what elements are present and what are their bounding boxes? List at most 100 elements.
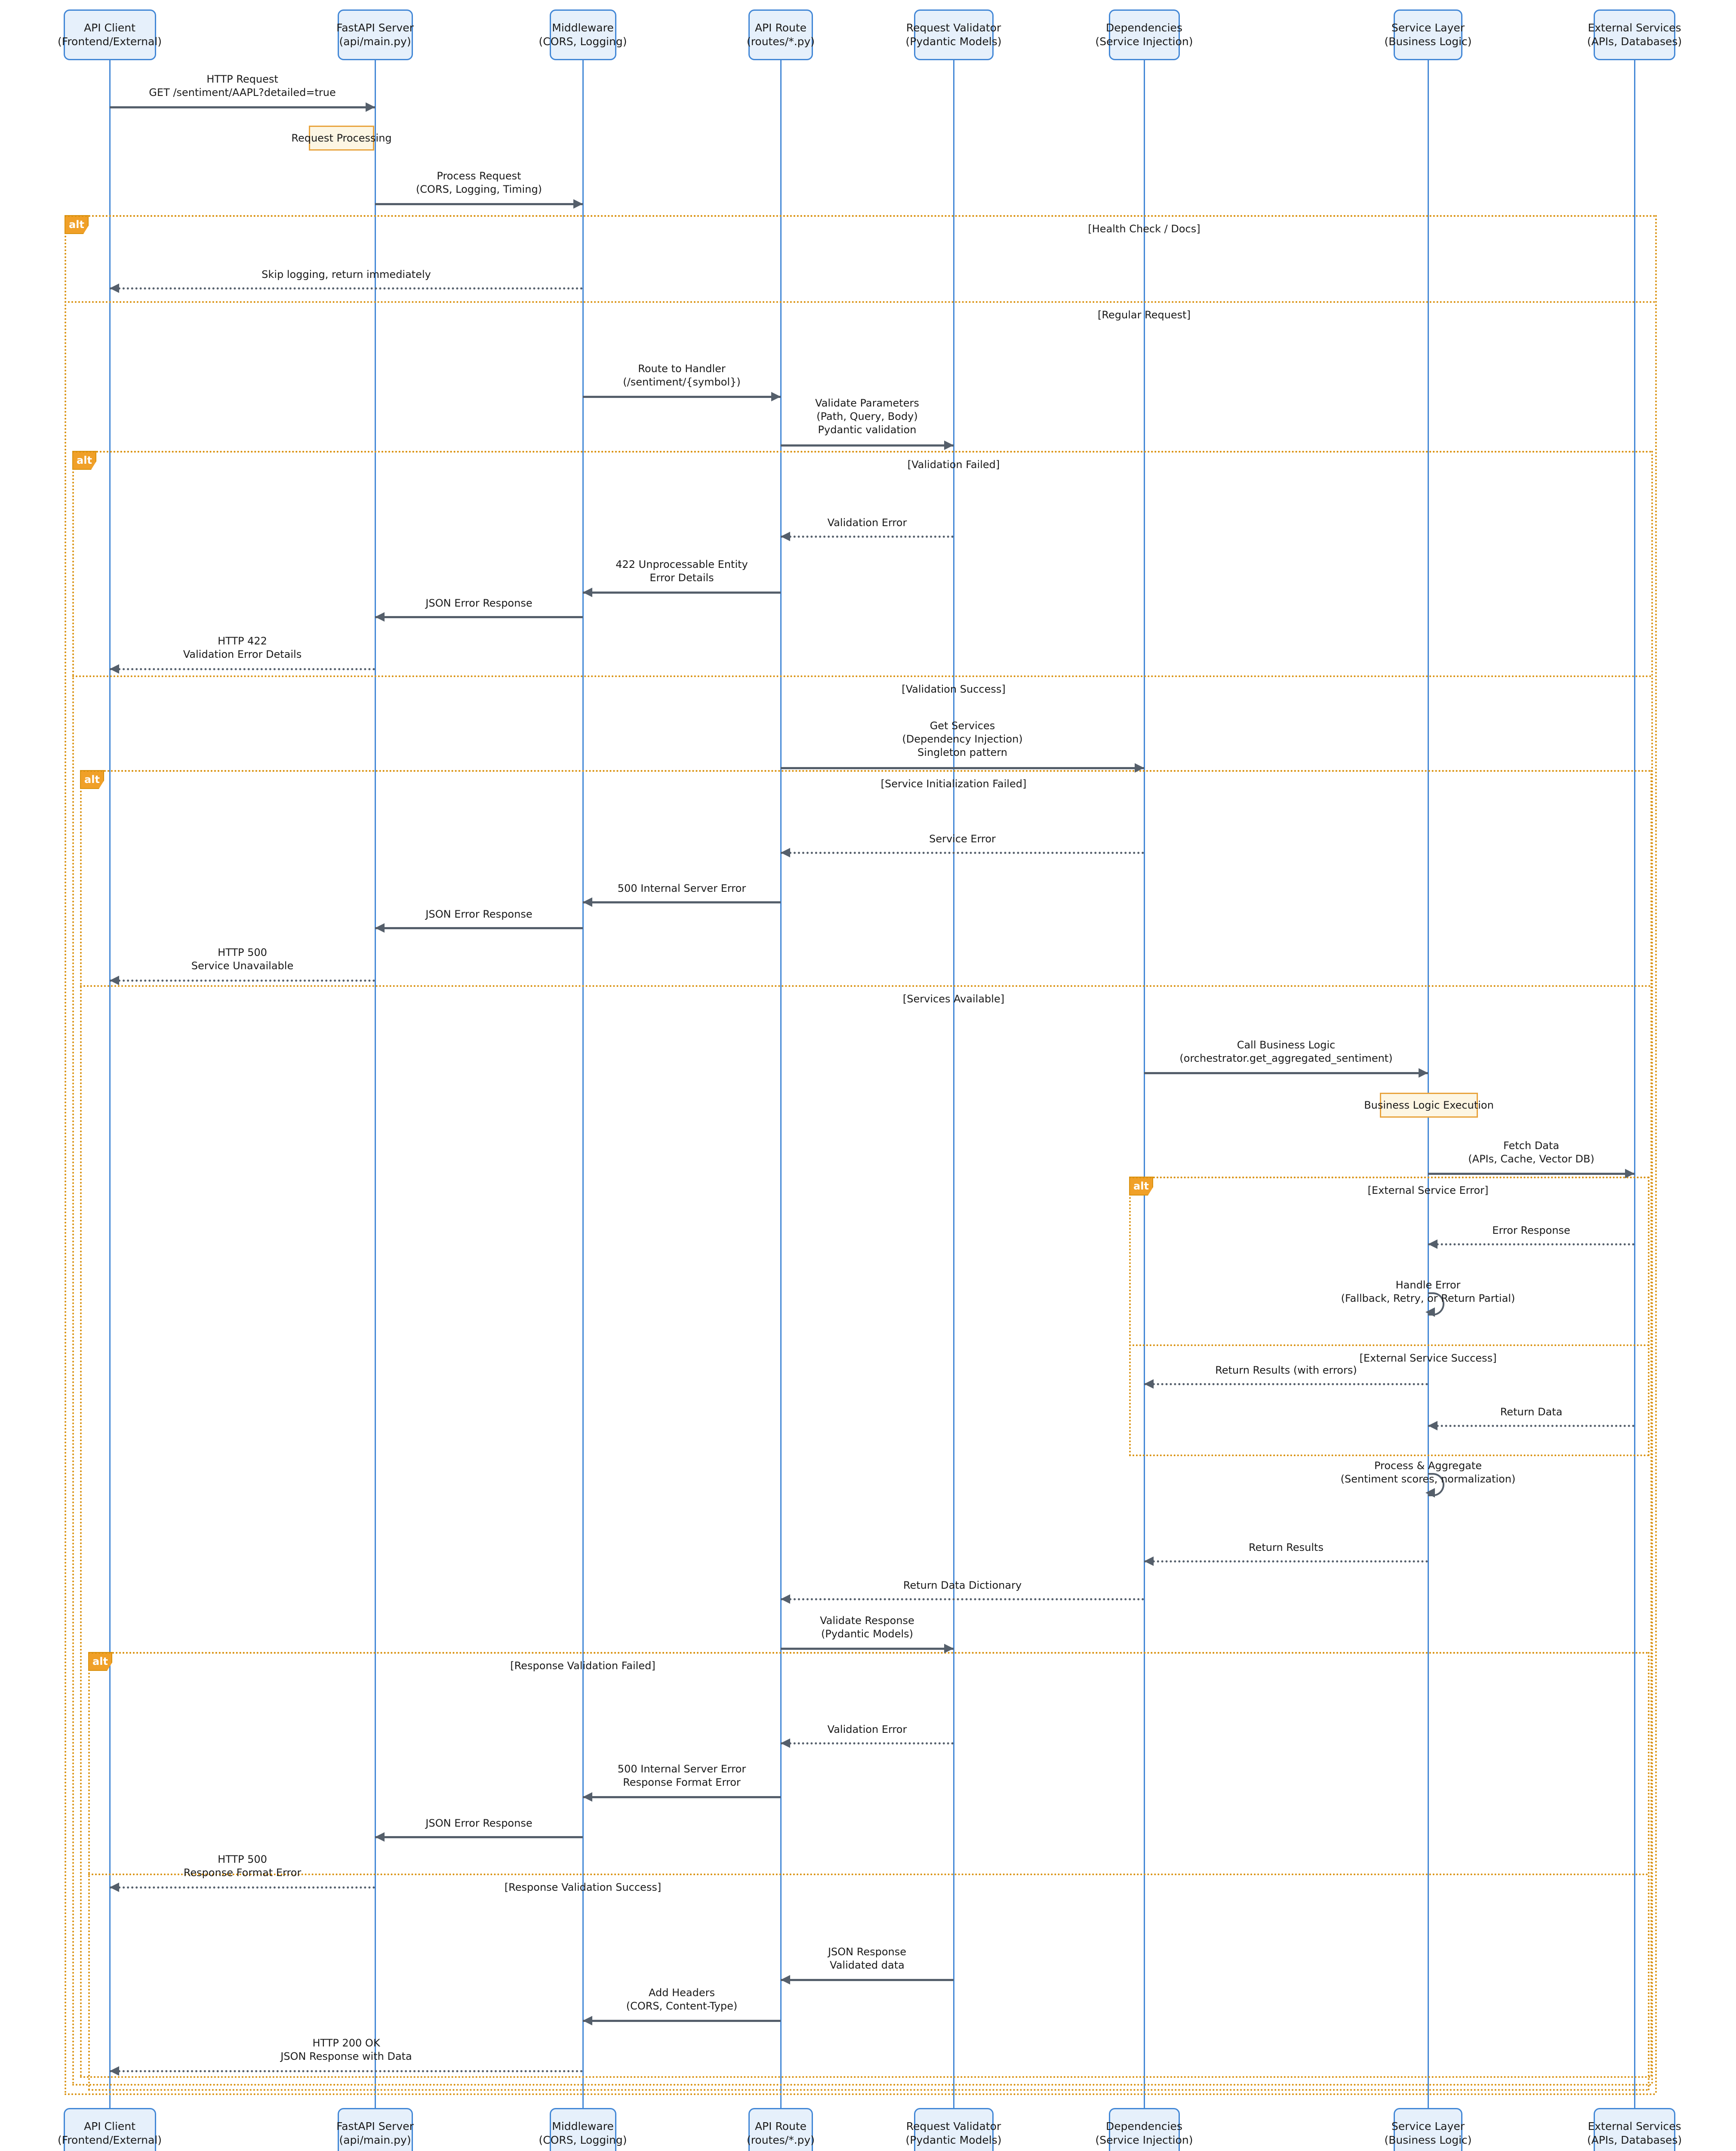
alt-condition-response_validation_success: [Response Validation Success] [504,1881,662,1893]
participant-label-line2: (Pydantic Models) [905,2134,1002,2146]
lifeline-deps [1144,60,1145,2108]
participant-route-top[interactable]: API Route (routes/*.py) [747,9,815,60]
message-line-m01 [110,106,375,108]
message-line-m17 [1428,1243,1634,1245]
message-arrowhead-m15 [1419,1068,1428,1078]
message-arrowhead-m02 [573,199,583,209]
message-arrowhead-m29 [781,1975,790,1985]
message-line-m25 [781,1742,954,1744]
message-label-line: Process Request [437,170,521,182]
message-label-m13: JSON Error Response [178,908,780,921]
message-arrowhead-m23 [781,1594,790,1604]
participant-service-bottom[interactable]: Service Layer (Business Logic) [1384,2108,1472,2151]
message-label-line: Skip logging, return immediately [262,268,431,280]
lifeline-service [1428,60,1429,2108]
note-business-logic-execution: Business Logic Execution [1364,1093,1494,1118]
message-arrowhead-m21 [1425,1488,1435,1498]
participant-service-top[interactable]: Service Layer (Business Logic) [1384,9,1472,60]
participant-label-line2: (api/main.py) [339,2134,411,2146]
message-line-m19 [1144,1383,1428,1385]
participant-middleware-bottom[interactable]: Middleware (CORS, Logging) [539,2108,627,2151]
participant-client-bottom[interactable]: API Client (Frontend/External) [58,2108,162,2151]
message-line-m22 [1144,1560,1428,1562]
message-label-line: JSON Response with Data [280,2050,412,2063]
alt-condition-regular_request: [Regular Request] [1098,309,1191,321]
message-label-line: (APIs, Cache, Vector DB) [1468,1153,1594,1165]
message-label-line: Validate Parameters [815,397,919,409]
participant-middleware-top[interactable]: Middleware (CORS, Logging) [539,9,627,60]
message-label-line: (Dependency Injection) [902,733,1023,746]
message-label-line: HTTP 200 OK [312,2037,380,2049]
alt-divider-response_validation_success [88,1874,1650,1875]
message-arrowhead-m16 [1625,1169,1634,1178]
message-arrowhead-m24 [944,1644,954,1653]
participant-external-top[interactable]: External Services (APIs, Databases) [1587,9,1682,60]
message-label-line: Add Headers [649,1987,715,1999]
message-label-m11: Service Error [662,832,1264,846]
message-arrowhead-m18 [1425,1307,1435,1317]
message-label-line: Validation Error Details [183,648,302,661]
participant-label-line1: API Route [754,2120,807,2133]
message-label-line: (Fallback, Retry, or Return Partial) [1341,1292,1515,1305]
alt-condition-external_service_error: [External Service Error] [1367,1184,1489,1196]
message-label-line: JSON Error Response [425,908,532,920]
message-label-m03: Skip logging, return immediately [45,268,647,281]
message-line-m09 [110,668,375,670]
lifeline-external [1634,60,1635,2108]
participant-validator-top[interactable]: Request Validator (Pydantic Models) [906,9,1001,60]
message-label-line: HTTP 422 [218,635,267,647]
message-label-m09: HTTP 422 Validation Error Details [0,635,544,661]
participant-server-top[interactable]: FastAPI Server (api/main.py) [336,9,414,60]
participant-label-line1: FastAPI Server [336,22,414,34]
message-label-m16: Fetch Data (APIs, Cache, Vector DB) [1230,1139,1736,1166]
message-line-m02 [375,203,583,205]
message-label-m23: Return Data Dictionary [662,1579,1264,1592]
alt-label-alt2: alt [72,451,96,470]
message-line-m15 [1144,1072,1428,1074]
message-label-line: 500 Internal Server Error [617,882,746,894]
alt-divider-validation_failed [72,451,1653,453]
message-label-line: (orchestrator.get_aggregated_sentiment) [1179,1052,1393,1065]
message-label-line: Get Services [930,720,995,732]
participant-validator-bottom[interactable]: Request Validator (Pydantic Models) [906,2108,1001,2151]
message-arrowhead-m08 [375,612,385,622]
message-arrowhead-m25 [781,1738,790,1748]
note-request-processing: Request Processing [291,126,392,151]
message-label-line: GET /sentiment/AAPL?detailed=true [149,86,336,99]
message-label-line: JSON Response [828,1946,907,1958]
message-label-m21: Process & Aggregate (Sentiment scores, no… [1127,1459,1729,1486]
message-line-m03 [110,287,583,290]
message-label-m31: HTTP 200 OK JSON Response with Data [45,2037,647,2063]
message-arrowhead-m01 [366,102,375,112]
message-label-m29: JSON Response Validated data [566,1945,1168,1972]
message-line-m08 [375,616,583,618]
participant-external-bottom[interactable]: External Services (APIs, Databases) [1587,2108,1682,2151]
participant-deps-bottom[interactable]: Dependencies (Service Injection) [1095,2108,1193,2151]
message-label-m20: Return Data [1230,1405,1736,1419]
message-label-line: Return Data [1500,1406,1563,1418]
message-label-line: (Path, Query, Body) [816,410,918,423]
message-label-m30: Add Headers (CORS, Content-Type) [381,1986,983,2013]
participant-client-top[interactable]: API Client (Frontend/External) [58,9,162,60]
message-label-m15: Call Business Logic (orchestrator.get_agg… [985,1039,1587,1065]
message-label-m28: HTTP 500 Response Format Error [0,1853,544,1880]
participant-server-bottom[interactable]: FastAPI Server (api/main.py) [336,2108,414,2151]
participant-route-bottom[interactable]: API Route (routes/*.py) [747,2108,815,2151]
message-line-m24 [781,1648,954,1650]
message-label-line: Validate Response [820,1615,914,1627]
message-label-line: Handle Error [1395,1279,1461,1291]
message-label-m12: 500 Internal Server Error [381,882,983,895]
message-line-m11 [781,852,1144,854]
alt-condition-service_init_failed: [Service Initialization Failed] [880,778,1027,790]
message-line-m12 [583,901,781,903]
participant-deps-top[interactable]: Dependencies (Service Injection) [1095,9,1193,60]
lifeline-middleware [582,60,584,2108]
message-line-m26 [583,1796,781,1798]
message-line-m30 [583,2020,781,2022]
message-label-line: JSON Error Response [425,597,532,609]
alt-divider-services_available [80,985,1652,987]
participant-label-line1: Service Layer [1391,2120,1465,2133]
message-label-line: (CORS, Logging, Timing) [416,183,542,196]
alt-label-alt3: alt [80,770,104,789]
alt-condition-external_service_success: [External Service Success] [1359,1352,1497,1364]
